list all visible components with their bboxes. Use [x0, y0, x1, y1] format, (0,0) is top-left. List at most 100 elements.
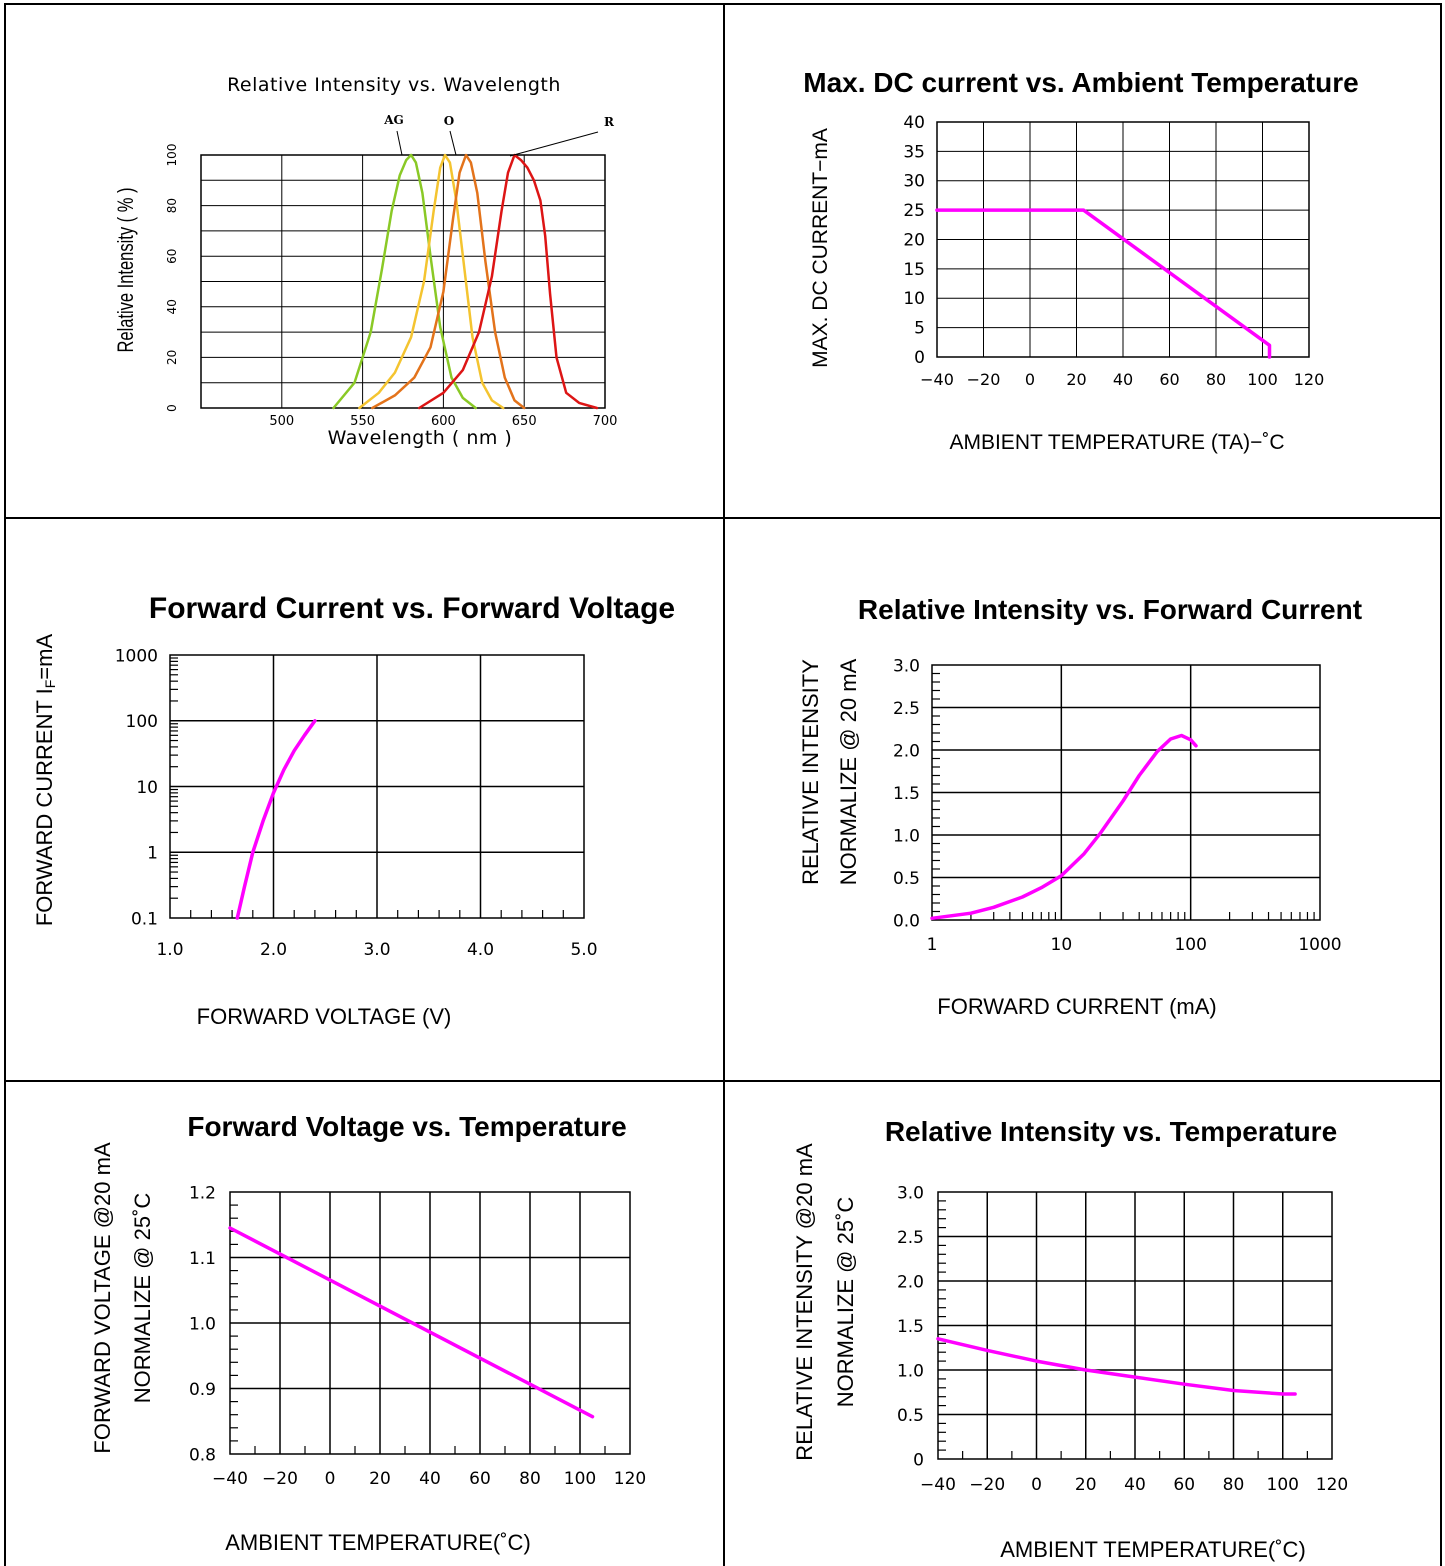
y-tick-label: 80 — [165, 198, 179, 213]
x-tick-label: 60 — [1173, 1475, 1195, 1495]
plot-series — [332, 153, 599, 410]
y-tick-label: 2.5 — [893, 699, 920, 719]
x-tick-label: 1000 — [1298, 935, 1341, 955]
x-tick-label: 40 — [419, 1469, 441, 1489]
x-tick-label: 40 — [1113, 370, 1133, 389]
plot-grid — [931, 664, 1321, 921]
y-tick-label: 0.1 — [131, 909, 158, 929]
x-axis-label: AMBIENT TEMPERATURE(˚C) — [1000, 1537, 1306, 1562]
y-tick-label: 30 — [903, 172, 925, 192]
x-tick-label: 5.0 — [570, 940, 597, 960]
plot-grid — [169, 654, 585, 919]
y-tick-label: 2.0 — [897, 1272, 924, 1292]
y-tick-labels: 0 20 40 60 80 100 — [165, 144, 179, 412]
series-line-r — [417, 153, 599, 410]
series-line-0 — [935, 208, 1272, 359]
series-line-o — [371, 153, 526, 410]
y-tick-label: 1.5 — [897, 1317, 924, 1337]
plot-series — [936, 1337, 1297, 1396]
x-axis-label: AMBIENT TEMPERATURE (TA)−˚C — [949, 431, 1284, 454]
y-tick-label: 60 — [165, 249, 179, 264]
x-tick-label: −40 — [212, 1469, 248, 1489]
x-tick-label: 1.0 — [156, 940, 183, 960]
y-tick-label: 20 — [903, 230, 925, 250]
plot-series — [228, 1226, 595, 1419]
x-tick-label: 650 — [512, 414, 537, 429]
x-tick-label: −40 — [920, 1475, 956, 1495]
x-tick-label: 120 — [1316, 1475, 1348, 1495]
x-tick-label: 700 — [593, 414, 618, 429]
x-tick-label: 500 — [269, 414, 294, 429]
annotation-r: R — [604, 115, 615, 129]
x-tick-labels: 1 10 100 1000 — [927, 935, 1342, 955]
chart-max-dc-current-vs-temperature: Max. DC current vs. Ambient Temperature … — [803, 67, 1358, 454]
x-tick-label: 550 — [350, 414, 375, 429]
x-tick-label: 80 — [519, 1469, 541, 1489]
chart-forward-current-vs-forward-voltage: Forward Current vs. Forward Voltage 0.1 1… — [32, 592, 675, 1029]
y-axis-label-2: NORMALIZE @ 25˚C — [130, 1193, 155, 1404]
x-tick-label: −20 — [967, 370, 1001, 389]
x-tick-label: 10 — [1051, 935, 1073, 955]
x-tick-label: 60 — [469, 1469, 491, 1489]
x-tick-label: 100 — [564, 1469, 596, 1489]
x-axis-label: FORWARD VOLTAGE (V) — [197, 1004, 452, 1029]
annotation-leaders — [396, 130, 599, 157]
x-tick-label: 100 — [1247, 370, 1278, 389]
x-tick-label: 0 — [1025, 370, 1035, 389]
y-tick-labels: 0.1 1 10 100 1000 — [115, 646, 158, 929]
y-tick-label: 5 — [914, 319, 925, 339]
y-tick-label: 0.5 — [897, 1406, 924, 1426]
x-tick-label: 80 — [1206, 370, 1226, 389]
x-axis-label: Wavelength ( nm ) — [328, 427, 513, 449]
x-tick-label: −20 — [969, 1475, 1005, 1495]
y-tick-label: 10 — [903, 289, 925, 309]
chart-title: Max. DC current vs. Ambient Temperature — [803, 67, 1358, 98]
y-tick-labels: 0.0 0.5 1.0 1.5 2.0 2.5 3.0 — [893, 656, 920, 931]
x-tick-labels: 500 550 600 650 700 — [269, 414, 617, 429]
chart-title: Forward Voltage vs. Temperature — [187, 1111, 626, 1142]
y-tick-label: 1.1 — [189, 1249, 216, 1269]
y-axis-label-suffix: =mA — [32, 634, 57, 680]
y-tick-label: 3.0 — [893, 656, 920, 676]
x-tick-label: 1 — [927, 935, 938, 955]
y-tick-label: 0.5 — [893, 869, 920, 889]
y-tick-label: 0 — [913, 1450, 924, 1470]
y-axis-label-main: FORWARD CURRENT I — [32, 688, 57, 926]
y-tick-label: 100 — [126, 712, 158, 732]
x-axis-label: AMBIENT TEMPERATURE(˚C) — [225, 1530, 531, 1555]
x-tick-label: 3.0 — [363, 940, 390, 960]
y-axis-label: RELATIVE INTENSITY — [798, 659, 823, 885]
y-tick-labels: 0.8 0.9 1.0 1.1 1.2 — [189, 1183, 216, 1465]
x-tick-label: 80 — [1223, 1475, 1245, 1495]
chart-relative-intensity-vs-forward-current: Relative Intensity vs. Forward Current 0… — [798, 594, 1362, 1019]
y-tick-label: 0 — [165, 404, 179, 412]
y-tick-label: 3.0 — [897, 1183, 924, 1203]
x-tick-labels: 1.0 2.0 3.0 4.0 5.0 — [156, 940, 597, 960]
y-tick-label: 0 — [914, 348, 925, 368]
y-axis-label: Relative Intensity ( % ) — [114, 188, 139, 353]
y-tick-label: 1.0 — [893, 826, 920, 846]
chart-relative-intensity-vs-wavelength: Relative Intensity vs. Wavelength 0 20 40 6… — [114, 74, 618, 449]
x-tick-label: 100 — [1174, 935, 1206, 955]
x-tick-label: 120 — [1294, 370, 1325, 389]
plot-grid — [200, 154, 606, 409]
x-tick-labels: −40 −20 0 20 40 60 80 100 120 — [212, 1469, 646, 1489]
series-line-0 — [228, 1226, 595, 1419]
series-line-0 — [235, 719, 317, 920]
y-axis-label-sub: F — [42, 680, 58, 689]
x-tick-label: 0 — [325, 1469, 336, 1489]
series-line-ag — [332, 153, 477, 410]
plot-series — [935, 208, 1272, 359]
x-tick-label: 2.0 — [260, 940, 287, 960]
table-borders — [4, 3, 1442, 1566]
x-tick-label: 40 — [1124, 1475, 1146, 1495]
y-tick-label: 0.0 — [893, 911, 920, 931]
plot-series — [235, 719, 317, 920]
y-tick-label: 40 — [165, 299, 179, 314]
x-tick-label: 20 — [369, 1469, 391, 1489]
y-tick-labels: 0 0.5 1.0 1.5 2.0 2.5 3.0 — [897, 1183, 924, 1470]
chart-title: Relative Intensity vs. Forward Current — [858, 594, 1362, 625]
y-tick-label: 100 — [165, 144, 179, 167]
y-tick-label: 15 — [903, 260, 925, 280]
